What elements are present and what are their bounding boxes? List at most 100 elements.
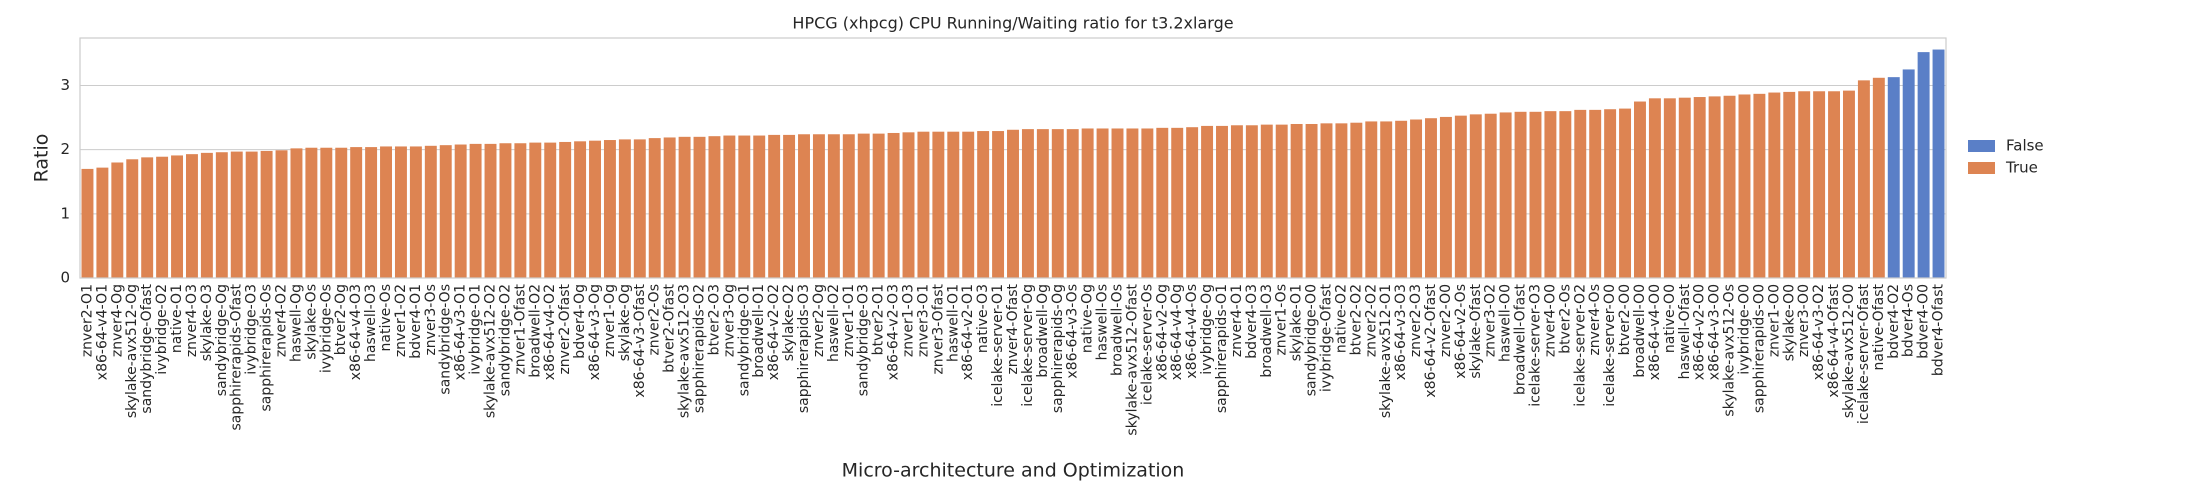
bar: [574, 141, 587, 278]
x-tick-label: x86-64-v4-O2: [542, 284, 558, 380]
x-tick-label: sapphirerapids-Ofast: [229, 283, 245, 430]
x-tick-label: btver2-Ofast: [662, 284, 678, 373]
bar: [1634, 101, 1646, 278]
bar: [887, 132, 900, 278]
legend-swatch: [1968, 162, 1995, 174]
x-tick-label: ivybridge-O1: [468, 284, 484, 375]
x-tick-label: ivybridge-O0: [1736, 284, 1752, 375]
bar: [1051, 129, 1064, 278]
x-tick-label: broadwell-Og: [1035, 284, 1051, 378]
bar: [678, 136, 691, 278]
bar: [1648, 98, 1661, 278]
bar: [1678, 97, 1691, 279]
x-tick-label: znver1-Ofast: [512, 284, 528, 375]
bar: [215, 152, 228, 278]
bar: [1589, 109, 1602, 278]
x-tick-label: x86-64-v4-O3: [348, 284, 364, 380]
bar: [320, 147, 333, 278]
bar: [857, 133, 870, 278]
bar: [917, 131, 930, 278]
y-tick-label: 3: [60, 76, 70, 94]
bar: [469, 143, 482, 278]
x-tick-label: znver4-Os: [1587, 284, 1603, 356]
bar: [1872, 77, 1885, 278]
bar: [365, 147, 378, 278]
bar: [1156, 127, 1169, 278]
x-tick-label: ivybridge-Og: [1199, 284, 1215, 375]
bar: [1439, 116, 1452, 278]
x-tick-label: broadwell-Ofast: [1513, 283, 1529, 394]
bar: [1245, 125, 1258, 278]
x-tick-label: x86-64-v4-O0: [1647, 284, 1663, 380]
x-tick-label: btver2-O0: [1617, 284, 1633, 355]
bar: [1544, 111, 1557, 278]
x-tick-label: ivybridge-O2: [154, 284, 170, 375]
x-tick-label: skylake-avx512-Og: [124, 284, 140, 418]
x-tick-label: sandybridge-Os: [438, 284, 454, 395]
x-tick-label: btver2-Os: [1557, 284, 1573, 354]
bar: [1842, 90, 1855, 278]
x-tick-label: znver4-O1: [1229, 284, 1245, 357]
bar: [96, 167, 109, 278]
x-tick-label: icelake-server-O2: [1572, 284, 1588, 407]
x-tick-label: x86-64-v2-O1: [960, 284, 976, 380]
bar: [648, 138, 661, 278]
bar: [827, 134, 840, 278]
x-tick-label: x86-64-v4-Og: [1169, 284, 1185, 380]
x-tick-label: skylake-Ofast: [1468, 284, 1484, 379]
x-tick-label: x86-64-v2-O0: [1692, 284, 1708, 380]
x-tick-label: znver4-O0: [1542, 284, 1558, 357]
bar: [111, 162, 124, 278]
bar: [902, 132, 915, 278]
bar: [335, 147, 348, 278]
bar: [260, 150, 273, 278]
x-tick-label: skylake-O1: [1289, 284, 1305, 361]
x-tick-label: haswell-O1: [945, 284, 961, 362]
bar: [992, 131, 1005, 278]
bar: [1410, 119, 1423, 278]
x-tick-label: znver1-O3: [901, 284, 917, 357]
bar: [424, 145, 437, 278]
bar: [1111, 128, 1124, 278]
bar: [394, 146, 407, 278]
bar: [1902, 69, 1915, 278]
x-tick-label: skylake-Og: [617, 284, 633, 361]
bar: [977, 131, 990, 278]
bar: [872, 133, 885, 278]
bar: [1559, 111, 1572, 278]
x-tick-label: sandybridge-O1: [736, 284, 752, 396]
x-tick-label: bdver4-O3: [1244, 284, 1260, 359]
x-tick-label: haswell-Og: [288, 284, 304, 362]
bar: [693, 136, 706, 278]
x-tick-label: x86-64-v2-Os: [1453, 284, 1469, 379]
bar: [454, 144, 467, 278]
x-tick-label: sapphirerapids-O3: [796, 284, 812, 413]
x-tick-label: bdver4-Og: [572, 284, 588, 359]
x-tick-label: skylake-avx512-O1: [1378, 284, 1394, 418]
bar: [1350, 122, 1363, 279]
bar: [1932, 49, 1945, 279]
x-tick-label: znver3-Og: [721, 284, 737, 357]
bar: [1216, 125, 1228, 279]
x-tick-label: skylake-avx512-O3: [677, 284, 693, 418]
x-tick-label: znver2-O3: [1408, 284, 1424, 357]
bar: [1425, 118, 1437, 279]
bar: [1813, 91, 1826, 279]
bar: [1201, 125, 1214, 279]
bar: [305, 147, 318, 278]
x-tick-label: znver4-Og: [109, 284, 125, 357]
bar: [230, 151, 243, 278]
bar: [1693, 97, 1706, 278]
bar: [1499, 112, 1512, 278]
x-tick-label: znver2-O0: [1438, 284, 1454, 357]
x-tick-label: znver4-O2: [274, 284, 290, 357]
x-tick-label: skylake-avx512-Os: [1722, 284, 1738, 417]
x-tick-label: icelake-server-O3: [1527, 284, 1543, 407]
bar: [1305, 123, 1318, 278]
bar: [1798, 91, 1811, 279]
bar: [1335, 123, 1348, 278]
x-tick-label: broadwell-Os: [1109, 284, 1125, 376]
x-tick-label: broadwell-O3: [1259, 284, 1275, 378]
x-tick-label: sapphirerapids-O2: [692, 284, 708, 413]
